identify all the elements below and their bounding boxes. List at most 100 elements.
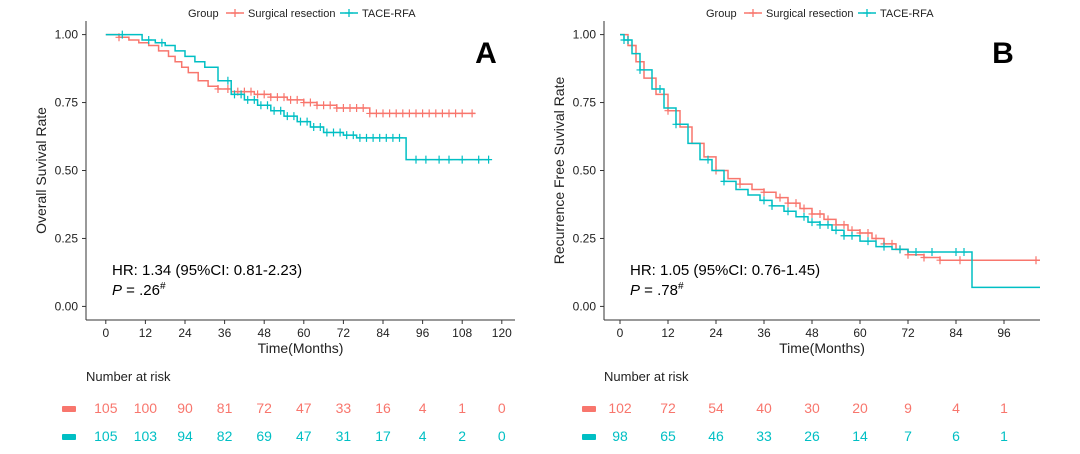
censor-mark-tace <box>880 242 888 251</box>
censor-mark-tace <box>237 90 245 99</box>
censor-mark-surgical <box>445 109 453 118</box>
censor-mark-surgical <box>313 101 321 110</box>
risk-value-tace: 1 <box>1000 428 1008 444</box>
censor-mark-tace <box>848 231 856 240</box>
x-axis-label: Time(Months) <box>779 340 865 356</box>
km-panel-b: Group Surgical resection TACE-RFA 0.00 0.25 0… <box>540 0 1080 454</box>
censor-mark-surgical <box>300 98 308 107</box>
x-axis-label: Time(Months) <box>258 340 344 356</box>
risk-value-surgical: 81 <box>216 400 233 416</box>
risk-value-tace: 2 <box>458 428 467 444</box>
censor-mark-tace <box>297 117 304 126</box>
p-value-number: = .78 <box>640 282 678 299</box>
p-value-number: = .26 <box>122 282 160 299</box>
censor-mark-tace <box>445 155 453 164</box>
censor-mark-tace <box>224 76 232 85</box>
censor-mark-tace <box>303 117 311 126</box>
censor-mark-tace <box>475 155 483 164</box>
x-tick-label: 48 <box>805 326 819 340</box>
censor-mark-tace <box>382 133 390 142</box>
censor-mark-surgical <box>267 93 275 102</box>
censor-mark-tace <box>824 220 832 229</box>
x-tick-label: 12 <box>661 326 675 340</box>
censor-mark-tace <box>832 226 840 235</box>
censor-mark-surgical <box>452 109 460 118</box>
censor-mark-tace <box>412 155 420 164</box>
censor-mark-surgical <box>405 109 413 118</box>
y-tick-label: 0.00 <box>573 299 597 313</box>
risk-value-surgical: 90 <box>177 400 193 416</box>
risk-value-surgical: 4 <box>418 400 427 416</box>
km-chart-recurrence-free-survival: Group Surgical resection TACE-RFA 0.00 0.25 0… <box>551 8 1040 356</box>
p-value-text: P = .78# <box>630 281 684 299</box>
censor-mark-tace <box>145 36 153 45</box>
censor-mark-tace <box>960 248 968 257</box>
censor-mark-tace <box>376 133 384 142</box>
x-tick-label: 60 <box>853 326 867 340</box>
p-value-symbol: P <box>112 282 122 299</box>
censor-mark-surgical <box>320 101 328 110</box>
hazard-ratio-text: HR: 1.34 (95%CI: 0.81-2.23) <box>112 262 302 279</box>
censor-mark-tace <box>257 101 265 110</box>
panel-letter: A <box>475 37 497 70</box>
censor-mark-surgical <box>840 220 848 229</box>
y-axis-label: Overall Suvival Rate <box>33 107 49 234</box>
km-curve-tace <box>620 33 1040 289</box>
censor-mark-surgical <box>816 209 824 218</box>
censor-mark-surgical <box>784 199 792 208</box>
x-tick-label: 36 <box>218 326 232 340</box>
censor-mark-surgical <box>247 87 255 96</box>
y-tick-label: 1.00 <box>573 28 597 42</box>
censor-mark-surgical <box>800 204 808 213</box>
risk-value-surgical: 30 <box>804 400 820 416</box>
censor-mark-surgical <box>776 193 784 202</box>
legend-tace-label: TACE-RFA <box>880 8 934 20</box>
censor-mark-tace <box>389 133 397 142</box>
legend-tace-marker <box>345 9 353 17</box>
risk-value-tace: 31 <box>335 428 352 444</box>
km-curve-surgical <box>620 33 1040 261</box>
risk-value-surgical: 72 <box>256 400 272 416</box>
risk-value-surgical: 100 <box>133 400 158 416</box>
censor-mark-surgical <box>260 90 268 99</box>
censor-mark-surgical <box>425 109 433 118</box>
censor-mark-tace <box>244 95 252 104</box>
censor-mark-surgical <box>326 101 334 110</box>
censor-mark-tace <box>672 120 680 129</box>
risk-value-surgical: 9 <box>904 400 912 416</box>
risk-value-surgical: 16 <box>375 400 391 416</box>
risk-value-surgical: 72 <box>660 400 676 416</box>
risk-value-surgical: 40 <box>756 400 772 416</box>
p-value-symbol: P <box>630 282 640 299</box>
censor-mark-surgical <box>273 93 281 102</box>
censor-mark-surgical <box>254 90 262 99</box>
censor-mark-tace <box>624 36 632 45</box>
censor-mark-tace <box>158 38 166 47</box>
censor-mark-tace <box>290 112 298 121</box>
censor-mark-surgical <box>432 109 440 118</box>
x-tick-label: 0 <box>102 326 109 340</box>
censor-mark-tace <box>435 155 443 164</box>
censor-mark-tace <box>283 112 291 121</box>
risk-value-tace: 46 <box>708 428 724 444</box>
legend-surgical-marker <box>231 9 239 17</box>
x-tick-label: 108 <box>452 326 472 340</box>
y-axis-label: Recurrence Free Suvival Rate <box>551 77 567 265</box>
censor-mark-surgical <box>458 109 466 118</box>
censor-mark-surgical <box>333 103 341 112</box>
y-tick-label: 0.25 <box>55 231 79 245</box>
risk-value-tace: 17 <box>375 428 391 444</box>
censor-mark-surgical <box>386 109 394 118</box>
censor-mark-tace <box>277 106 285 115</box>
censor-mark-tace <box>784 207 792 216</box>
censor-mark-surgical <box>920 253 928 262</box>
censor-mark-surgical <box>214 84 222 93</box>
censor-mark-tace <box>349 131 357 140</box>
x-tick-label: 120 <box>492 326 512 340</box>
x-tick-label: 48 <box>258 326 272 340</box>
risk-value-tace: 94 <box>177 428 193 444</box>
censor-mark-surgical <box>399 109 407 118</box>
censor-mark-tace <box>808 218 816 227</box>
risk-value-surgical: 1 <box>1000 400 1008 416</box>
risk-value-tace: 0 <box>497 428 506 444</box>
